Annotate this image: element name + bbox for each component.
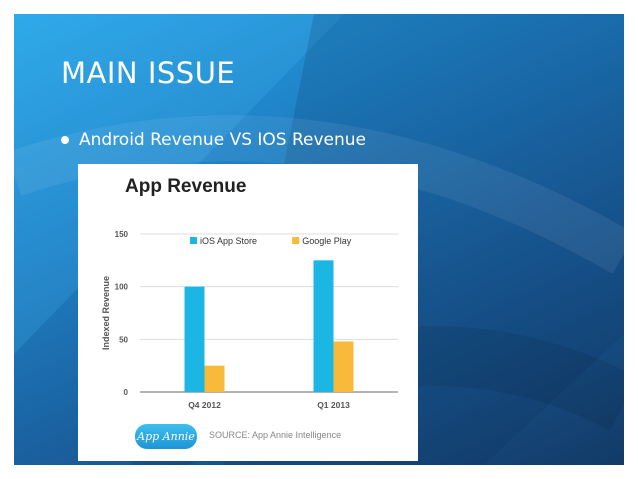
x-tick-label: Q1 2013 xyxy=(317,400,350,410)
y-axis-label: Indexed Revenue xyxy=(101,276,111,350)
legend-swatch xyxy=(190,237,197,244)
x-tick-label: Q4 2012 xyxy=(188,400,221,410)
legend-swatch xyxy=(292,237,300,244)
bullet-dot-icon xyxy=(61,136,69,144)
y-tick-label: 150 xyxy=(115,230,129,239)
bullet-item: Android Revenue VS IOS Revenue xyxy=(61,130,366,150)
slide: MAIN ISSUE Android Revenue VS IOS Revenu… xyxy=(14,14,624,465)
bar xyxy=(313,260,334,392)
bar xyxy=(184,286,205,392)
bullet-text: Android Revenue VS IOS Revenue xyxy=(79,130,367,150)
chart-title: App Revenue xyxy=(125,176,247,197)
legend-label: Google Play xyxy=(302,236,352,246)
chart-source: SOURCE: App Annie Intelligence xyxy=(209,430,342,440)
bar xyxy=(333,341,354,392)
bar-chart: 0 50 100 150 Indexed Revenue Q4 2012 Q1 2013 iO… xyxy=(101,230,398,410)
y-tick-label: 50 xyxy=(119,335,128,344)
bar xyxy=(204,365,225,392)
app-annie-logo: App Annie xyxy=(135,424,197,449)
legend-label: iOS App Store xyxy=(200,236,257,246)
slide-title: MAIN ISSUE xyxy=(61,56,236,90)
y-tick-label: 100 xyxy=(115,283,129,292)
y-tick-label: 0 xyxy=(124,388,129,397)
chart-panel: App Revenue 0 50 100 150 Indexed Revenue Q4 2… xyxy=(78,164,418,461)
